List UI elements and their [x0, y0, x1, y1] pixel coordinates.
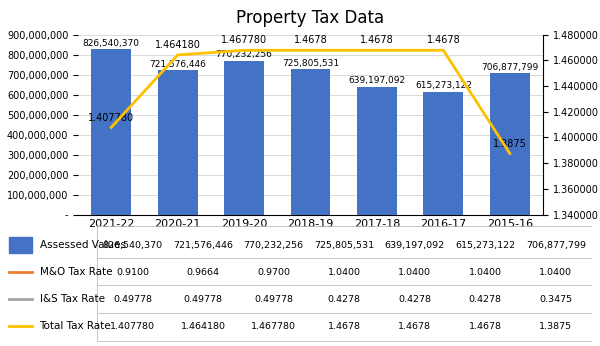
- Text: 770,232,256: 770,232,256: [215, 50, 272, 59]
- Text: 721,576,446: 721,576,446: [149, 60, 206, 69]
- Text: 1.467780: 1.467780: [251, 322, 296, 331]
- Bar: [91, 49, 131, 215]
- Bar: [158, 70, 197, 215]
- Text: 0.3475: 0.3475: [539, 295, 572, 304]
- Text: 1.3875: 1.3875: [539, 322, 572, 331]
- Text: 770,232,256: 770,232,256: [244, 241, 304, 250]
- Text: 0.4278: 0.4278: [398, 295, 431, 304]
- Text: Total Tax Rate: Total Tax Rate: [40, 321, 111, 331]
- Text: 639,197,092: 639,197,092: [385, 241, 445, 250]
- Text: 721,576,446: 721,576,446: [173, 241, 233, 250]
- Text: 706,877,799: 706,877,799: [481, 63, 538, 72]
- Text: 1.4678: 1.4678: [398, 322, 431, 331]
- Text: 1.0400: 1.0400: [328, 268, 361, 277]
- Text: 725,805,531: 725,805,531: [282, 59, 339, 68]
- Text: 1.0400: 1.0400: [398, 268, 431, 277]
- Text: 0.49778: 0.49778: [113, 295, 152, 304]
- Text: 615,273,122: 615,273,122: [415, 81, 472, 90]
- Text: 1.4678: 1.4678: [328, 322, 361, 331]
- Bar: [290, 70, 331, 215]
- Text: 826,540,370: 826,540,370: [83, 39, 140, 48]
- Text: 639,197,092: 639,197,092: [349, 76, 406, 85]
- Text: 1.4678: 1.4678: [469, 322, 502, 331]
- Bar: [224, 61, 264, 215]
- Text: 1.4678: 1.4678: [427, 35, 460, 45]
- Text: 0.4278: 0.4278: [328, 295, 361, 304]
- Text: 1.467780: 1.467780: [221, 35, 267, 45]
- Text: 0.9100: 0.9100: [116, 268, 149, 277]
- Text: Assessed Values: Assessed Values: [40, 240, 125, 250]
- Text: M&O Tax Rate: M&O Tax Rate: [40, 267, 112, 277]
- Text: 1.4678: 1.4678: [293, 35, 328, 45]
- Text: 706,877,799: 706,877,799: [526, 241, 586, 250]
- Text: 826,540,370: 826,540,370: [103, 241, 163, 250]
- Bar: [357, 87, 397, 215]
- Bar: [9, 237, 32, 253]
- Text: 0.9664: 0.9664: [187, 268, 220, 277]
- Text: 0.49778: 0.49778: [254, 295, 293, 304]
- Text: 1.0400: 1.0400: [469, 268, 502, 277]
- Title: Property Tax Data: Property Tax Data: [236, 9, 385, 27]
- Bar: [490, 73, 530, 215]
- Text: 1.4678: 1.4678: [360, 35, 394, 45]
- Bar: [424, 92, 463, 215]
- Text: 0.9700: 0.9700: [257, 268, 290, 277]
- Text: 1.464180: 1.464180: [181, 322, 226, 331]
- Text: 0.49778: 0.49778: [184, 295, 223, 304]
- Text: I&S Tax Rate: I&S Tax Rate: [40, 294, 104, 304]
- Text: 1.407780: 1.407780: [110, 322, 155, 331]
- Text: 1.407780: 1.407780: [88, 112, 134, 122]
- Text: 1.464180: 1.464180: [155, 40, 200, 50]
- Text: 0.4278: 0.4278: [469, 295, 502, 304]
- Text: 615,273,122: 615,273,122: [455, 241, 515, 250]
- Text: 1.3875: 1.3875: [493, 139, 527, 148]
- Text: 1.0400: 1.0400: [539, 268, 572, 277]
- Text: 725,805,531: 725,805,531: [314, 241, 374, 250]
